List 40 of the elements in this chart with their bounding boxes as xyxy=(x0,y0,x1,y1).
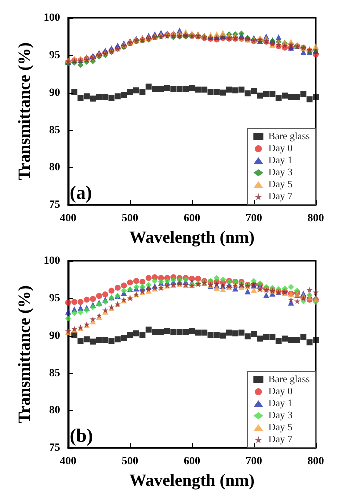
annotation: (a) xyxy=(70,183,92,204)
legend-label: Day 3 xyxy=(268,410,293,422)
legend-label: Day 0 xyxy=(268,386,293,398)
y-axis-title: Transmittance (%) xyxy=(15,42,34,181)
legend-label: Day 1 xyxy=(268,398,293,410)
y-axis-title: Transmittance (%) xyxy=(15,286,34,424)
legend-label: Day 3 xyxy=(268,168,293,178)
y-tick-label: 80 xyxy=(49,404,61,417)
y-tick-label: 80 xyxy=(49,162,61,174)
y-tick-label: 75 xyxy=(49,199,61,212)
y-tick-label: 100 xyxy=(44,12,61,24)
legend-label: Day 7 xyxy=(268,434,293,446)
y-tick-label: 95 xyxy=(49,49,61,62)
legend-label: Day 0 xyxy=(268,144,293,154)
y-tick-label: 95 xyxy=(49,292,61,304)
x-tick-label: 500 xyxy=(122,212,140,225)
x-tick-label: 800 xyxy=(308,212,325,225)
legend-label: Bare glass xyxy=(268,374,310,386)
x-tick-label: 400 xyxy=(60,212,78,225)
x-tick-label: 700 xyxy=(246,212,263,225)
x-axis-title: Wavelength (nm) xyxy=(130,471,255,490)
x-tick-label: 600 xyxy=(184,212,201,225)
y-tick-label: 100 xyxy=(44,255,61,267)
y-tick-label: 90 xyxy=(49,330,61,342)
x-tick-label: 600 xyxy=(184,456,201,468)
legend-label: Day 7 xyxy=(268,192,293,202)
y-tick-label: 85 xyxy=(49,367,61,380)
legend-label: Bare glass xyxy=(268,132,310,142)
y-tick-label: 75 xyxy=(49,442,61,454)
x-tick-label: 400 xyxy=(60,456,78,468)
x-axis-title: Wavelength (nm) xyxy=(130,228,255,247)
y-tick-label: 85 xyxy=(49,124,61,136)
x-tick-label: 500 xyxy=(122,456,140,468)
x-tick-label: 800 xyxy=(308,456,325,468)
legend-label: Day 1 xyxy=(268,156,293,166)
x-tick-label: 700 xyxy=(246,456,263,468)
annotation: (b) xyxy=(70,426,94,447)
legend-label: Day 5 xyxy=(268,422,293,434)
legend-label: Day 5 xyxy=(268,180,293,190)
y-tick-label: 90 xyxy=(49,86,61,99)
